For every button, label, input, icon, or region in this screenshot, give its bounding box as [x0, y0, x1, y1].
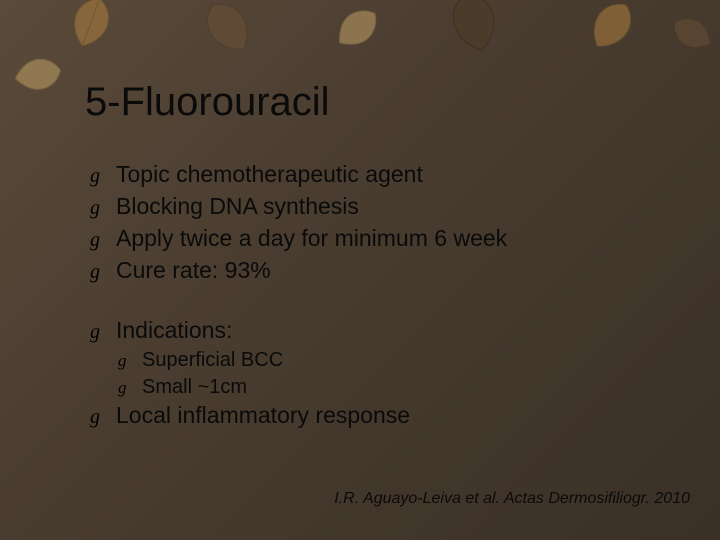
slide-title: 5-Fluorouracil [85, 80, 330, 125]
bullet-text: Apply twice a day for minimum 6 week [116, 224, 507, 254]
bullet-text: Local inflammatory response [116, 401, 410, 431]
bullet-icon: g [90, 198, 116, 218]
bullet-icon: g [118, 352, 142, 369]
bullet-item: g Cure rate: 93% [90, 256, 680, 286]
bullet-text: Topic chemotherapeutic agent [116, 160, 423, 190]
slide-content: g Topic chemotherapeutic agent g Blockin… [90, 160, 680, 433]
bullet-text: Indications: [116, 316, 232, 346]
bullet-text: Small ~1cm [142, 374, 247, 401]
bullet-icon: g [90, 262, 116, 282]
bullet-item: g Indications: [90, 316, 680, 346]
bullet-text: Superficial BCC [142, 347, 283, 374]
bullet-icon: g [118, 379, 142, 396]
bullet-icon: g [90, 230, 116, 250]
bullet-text: Blocking DNA synthesis [116, 192, 359, 222]
bullet-item: g Local inflammatory response [90, 401, 680, 431]
slide: 5-Fluorouracil g Topic chemotherapeutic … [0, 0, 720, 540]
sub-bullet-item: g Small ~1cm [118, 374, 680, 401]
bullet-text: Cure rate: 93% [116, 256, 271, 286]
citation-text: I.R. Aguayo-Leiva et al. Actas Dermosifi… [0, 490, 690, 508]
bullet-item: g Topic chemotherapeutic agent [90, 160, 680, 190]
bullet-icon: g [90, 407, 116, 427]
bullet-icon: g [90, 166, 116, 186]
bullet-item: g Blocking DNA synthesis [90, 192, 680, 222]
bullet-item: g Apply twice a day for minimum 6 week [90, 224, 680, 254]
sub-bullet-item: g Superficial BCC [118, 347, 680, 374]
bullet-icon: g [90, 322, 116, 342]
spacer [90, 288, 680, 316]
